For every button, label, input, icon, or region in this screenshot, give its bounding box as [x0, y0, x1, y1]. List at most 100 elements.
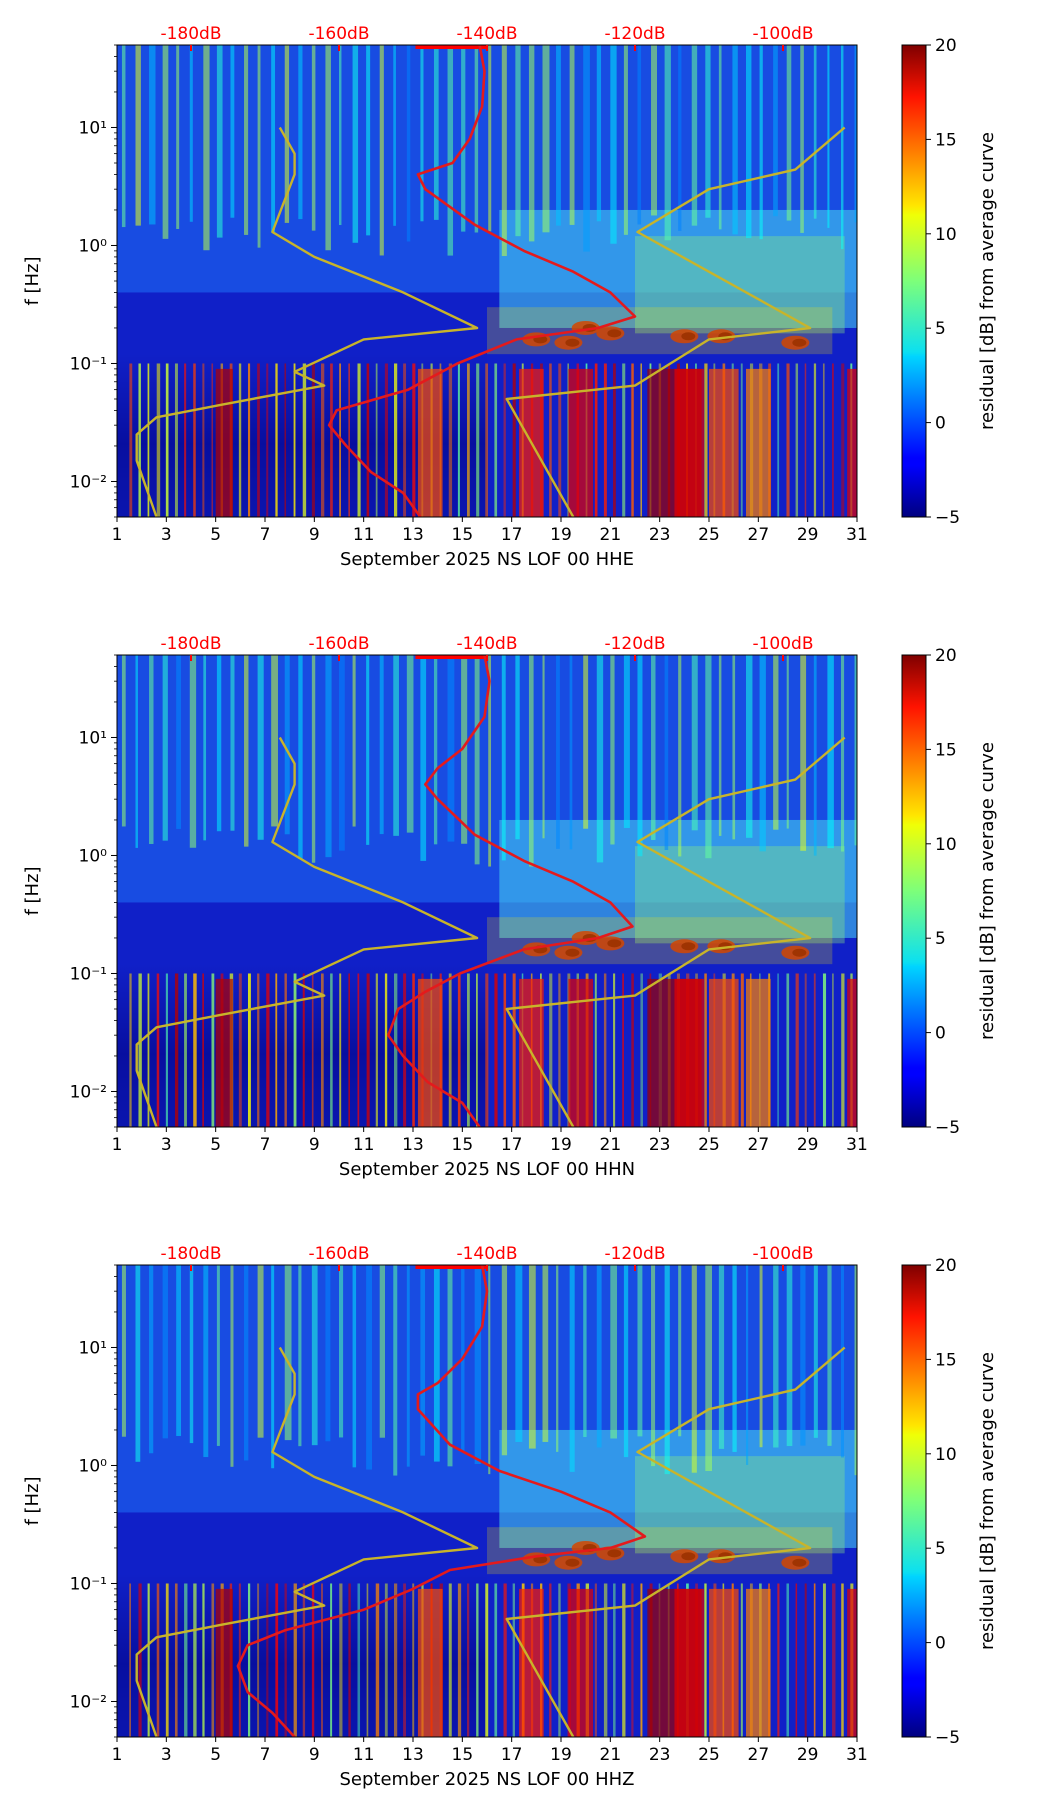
x-axis-label: September 2025 NS LOF 00 HHE: [340, 549, 634, 570]
top-db-tick-label: -160dB: [308, 1244, 369, 1264]
x-tick-label: 3: [161, 525, 172, 545]
colorbar-tick-label: 5: [935, 319, 946, 339]
x-tick-label: 21: [600, 1745, 622, 1765]
top-db-tick-label: -120dB: [604, 24, 665, 44]
top-db-tick-label: -140dB: [456, 634, 517, 654]
colorbar-gradient: [901, 654, 927, 1128]
x-tick-label: 7: [260, 1745, 271, 1765]
y-axis-label: f [Hz]: [22, 1476, 43, 1525]
top-db-tick-label: -120dB: [604, 634, 665, 654]
x-tick-label: 21: [600, 1135, 622, 1155]
x-tick-label: 29: [797, 1745, 819, 1765]
top-db-tick-label: -180dB: [160, 24, 221, 44]
median-psd-line: [387, 655, 634, 1127]
colorbar-tick-label: 10: [935, 225, 957, 245]
top-db-tick-label: -160dB: [308, 24, 369, 44]
x-tick-label: 23: [649, 525, 671, 545]
x-tick-label: 1: [112, 1135, 123, 1155]
colorbar-tick-label: −5: [935, 1728, 960, 1748]
colorbar-tick-label: 0: [935, 1634, 946, 1654]
x-tick-label: 1: [112, 525, 123, 545]
colorbar-tick-label: 15: [935, 1350, 957, 1370]
x-tick-label: 9: [309, 1135, 320, 1155]
x-tick-label: 17: [501, 1745, 523, 1765]
colorbar-tick-label: −5: [935, 508, 960, 528]
colorbar-tick-label: 20: [935, 1256, 957, 1276]
y-tick-label: 10⁻¹: [70, 354, 107, 374]
x-tick-label: 25: [698, 525, 720, 545]
colorbar-label: residual [dB] from average curve: [977, 742, 998, 1040]
x-axis-label: September 2025 NS LOF 00 HHZ: [339, 1769, 634, 1790]
x-tick-label: 29: [797, 1135, 819, 1155]
top-db-tick-label: -180dB: [160, 634, 221, 654]
top-db-tick-label: -100dB: [752, 1244, 813, 1264]
x-tick-label: 9: [309, 525, 320, 545]
low-noise-model-line: [135, 736, 479, 1127]
x-tick-label: 27: [748, 525, 770, 545]
x-tick-label: 17: [501, 1135, 523, 1155]
heatmap-image: [117, 655, 857, 1127]
y-tick-label: 10¹: [79, 1338, 107, 1358]
x-axis-label: September 2025 NS LOF 00 HHN: [339, 1159, 635, 1180]
top-db-tick-label: -120dB: [604, 1244, 665, 1264]
x-tick-label: 5: [210, 1135, 221, 1155]
y-axis-label: f [Hz]: [22, 256, 43, 305]
x-tick-label: 3: [161, 1135, 172, 1155]
x-tick-label: 21: [600, 525, 622, 545]
y-axis-label: f [Hz]: [22, 866, 43, 915]
colorbar: 20 15 10 5 0 −5 residual [dB] from average cur…: [901, 36, 998, 528]
colorbar-tick-label: 10: [935, 1445, 957, 1465]
colorbar: 20 15 10 5 0 −5 residual [dB] from average cur…: [901, 1256, 998, 1748]
x-tick-label: 27: [748, 1135, 770, 1155]
top-db-tick-label: -100dB: [752, 634, 813, 654]
top-db-tick-label: -160dB: [308, 634, 369, 654]
high-noise-model-line: [505, 1346, 846, 1737]
colorbar-tick-label: 5: [935, 1539, 946, 1559]
colorbar-tick-label: 10: [935, 835, 957, 855]
top-db-tick-label: -180dB: [160, 1244, 221, 1264]
x-tick-label: 25: [698, 1745, 720, 1765]
x-tick-label: 13: [402, 1135, 424, 1155]
heatmap-image: [117, 45, 857, 517]
x-tick-label: 15: [452, 1745, 474, 1765]
x-tick-label: 13: [402, 1745, 424, 1765]
x-tick-label: 11: [353, 525, 375, 545]
colorbar-tick-label: 20: [935, 646, 957, 666]
y-tick-label: 10⁻²: [70, 1692, 107, 1712]
colorbar-tick-label: −5: [935, 1118, 960, 1138]
x-tick-label: 31: [846, 1135, 868, 1155]
median-psd-line: [236, 1265, 647, 1737]
y-tick-label: 10⁰: [79, 846, 108, 866]
high-noise-model-line: [505, 126, 846, 517]
colorbar-tick-label: 5: [935, 929, 946, 949]
colorbar-label: residual [dB] from average curve: [977, 132, 998, 430]
top-db-tick-label: -100dB: [752, 24, 813, 44]
top-db-tick-label: -140dB: [456, 24, 517, 44]
x-tick-label: 11: [353, 1745, 375, 1765]
y-tick-label: 10⁻¹: [70, 1574, 107, 1594]
x-tick-label: 31: [846, 525, 868, 545]
y-tick-label: 10¹: [79, 728, 107, 748]
y-tick-label: 10⁰: [79, 236, 108, 256]
x-tick-label: 23: [649, 1745, 671, 1765]
x-tick-label: 9: [309, 1745, 320, 1765]
colorbar-tick-label: 20: [935, 36, 957, 56]
x-tick-label: 29: [797, 525, 819, 545]
x-tick-label: 19: [550, 1135, 572, 1155]
y-tick-label: 10¹: [79, 118, 107, 138]
x-tick-label: 19: [550, 1745, 572, 1765]
x-tick-label: 17: [501, 525, 523, 545]
y-tick-label: 10⁻²: [70, 1082, 107, 1102]
low-noise-model-line: [135, 1346, 479, 1737]
y-tick-label: 10⁰: [79, 1456, 108, 1476]
x-tick-label: 1: [112, 1745, 123, 1765]
x-tick-label: 11: [353, 1135, 375, 1155]
colorbar-tick-label: 0: [935, 1024, 946, 1044]
colorbar-gradient: [901, 44, 927, 518]
x-tick-label: 15: [452, 1135, 474, 1155]
x-tick-label: 27: [748, 1745, 770, 1765]
x-tick-label: 5: [210, 1745, 221, 1765]
